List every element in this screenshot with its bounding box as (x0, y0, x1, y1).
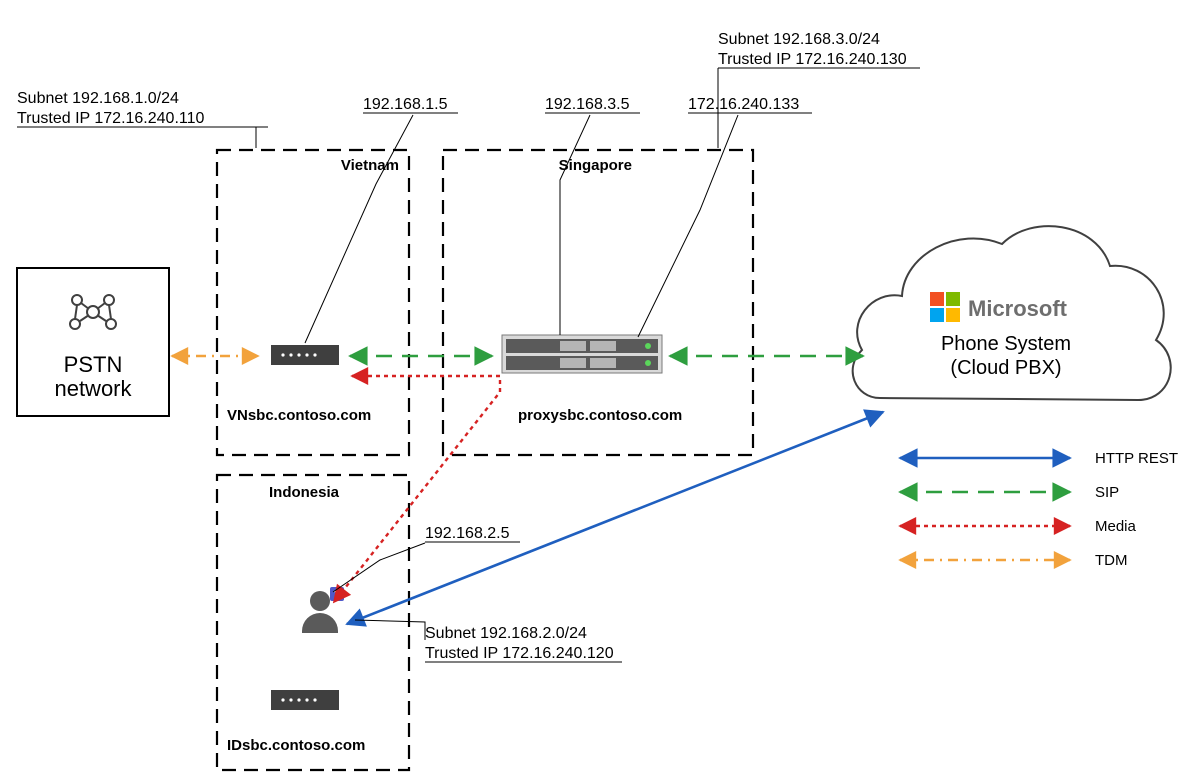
cloud-sub2: (Cloud PBX) (950, 357, 1061, 379)
leader-sg-ext (638, 115, 738, 337)
leader-id-subnet (355, 620, 425, 640)
vn-subnet-2: Trusted IP 172.16.240.110 (17, 110, 205, 127)
sg-ext-ip: 172.16.240.133 (688, 96, 799, 113)
indonesia-region: Indonesia T IDsbc.contoso.com (217, 475, 409, 770)
id-user-ip: 192.168.2.5 (425, 525, 510, 542)
proxy-sbc-icon (502, 335, 662, 373)
id-sbc-label: IDsbc.contoso.com (227, 737, 365, 754)
pstn-network-icon (70, 295, 116, 329)
indonesia-title: Indonesia (269, 484, 340, 501)
pstn-label-2: network (54, 376, 132, 401)
id-subnet-2: Trusted IP 172.16.240.120 (425, 645, 614, 662)
legend-http-label: HTTP REST (1095, 450, 1178, 467)
leader-sg-ip (560, 115, 590, 335)
id-sbc-icon (271, 690, 339, 710)
network-diagram: PSTN network Vietnam VNsbc.contoso.com S… (0, 0, 1190, 782)
legend-tdm-label: TDM (1095, 552, 1128, 569)
legend: HTTP REST SIP Media TDM (900, 450, 1178, 569)
proxy-sbc-label: proxysbc.contoso.com (518, 407, 682, 424)
pstn-region: PSTN network (17, 268, 169, 416)
singapore-region: Singapore proxysbc.contoso.com (443, 150, 753, 455)
vn-sbc-icon (271, 345, 339, 365)
cloud-region: Microsoft Phone System (Cloud PBX) (853, 226, 1171, 400)
vn-sbc-label: VNsbc.contoso.com (227, 407, 371, 424)
pstn-label-1: PSTN (64, 352, 123, 377)
http-arrow (347, 412, 883, 624)
vietnam-title: Vietnam (341, 157, 399, 174)
vn-subnet-1: Subnet 192.168.1.0/24 (17, 90, 179, 107)
legend-sip-label: SIP (1095, 484, 1119, 501)
cloud-brand: Microsoft (968, 296, 1068, 321)
vn-ip: 192.168.1.5 (363, 96, 448, 113)
sg-subnet-2: Trusted IP 172.16.240.130 (718, 51, 907, 68)
id-subnet-1: Subnet 192.168.2.0/24 (425, 625, 587, 642)
teams-user-icon: T (302, 587, 344, 633)
sg-ip: 192.168.3.5 (545, 96, 630, 113)
vietnam-region: Vietnam VNsbc.contoso.com (217, 150, 409, 455)
sg-subnet-1: Subnet 192.168.3.0/24 (718, 31, 880, 48)
legend-media-label: Media (1095, 518, 1137, 535)
cloud-sub1: Phone System (941, 333, 1071, 355)
